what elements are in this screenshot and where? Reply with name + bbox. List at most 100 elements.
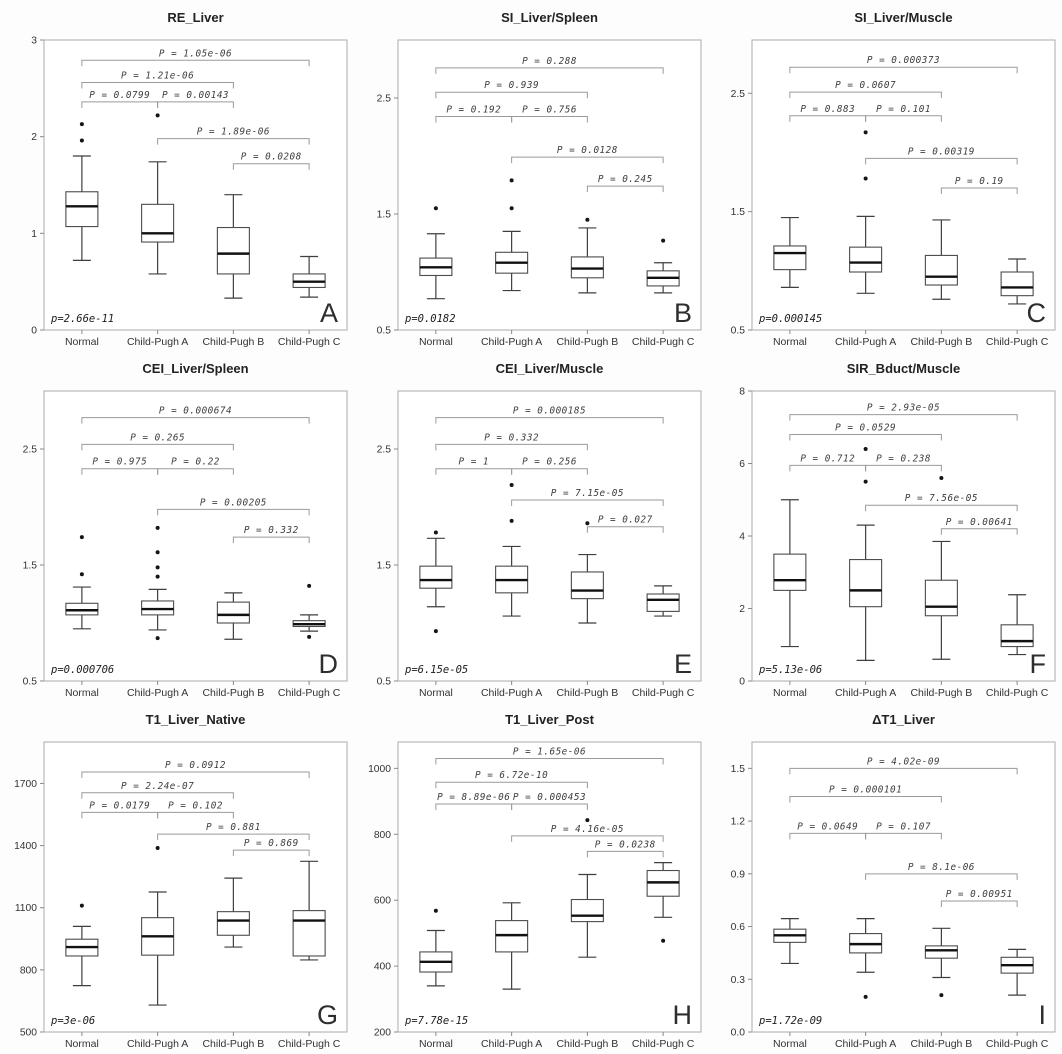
x-axis-category-label: Child-Pugh C — [278, 336, 341, 348]
plot-area-border — [751, 741, 1056, 1033]
significance-bracket-label: P = 0.288 — [522, 56, 577, 67]
x-axis-category-label: Child-Pugh C — [632, 336, 695, 348]
x-axis-category-label: Child-Pugh B — [910, 687, 972, 699]
significance-bracket-label: P = 4.16e-05 — [551, 824, 624, 835]
significance-bracket — [865, 873, 1018, 880]
iqr-box — [419, 565, 453, 589]
boxplot-child-pugh-a — [141, 525, 175, 641]
panel-I-svg: ΔT1_Liver 0.0 0.3 0.6 0.9 1.2 1.5 Normal Child-P… — [731, 712, 1056, 1050]
panel-F: SIR_Bduct/Muscle 0 2 4 6 8 Normal Child-Pugh A C… — [708, 351, 1062, 702]
x-axis-category-label: Normal — [773, 687, 807, 699]
significance-bracket — [435, 91, 588, 99]
significance-bracket — [586, 185, 664, 193]
boxplot-normal — [419, 530, 453, 634]
significance-bracket — [157, 468, 234, 475]
significance-bracket-label: P = 0.00951 — [946, 889, 1013, 900]
significance-bracket-label: P = 0.0238 — [595, 839, 656, 850]
y-axis-tick-label: 1400 — [14, 841, 37, 852]
x-axis-category-label: Child-Pugh B — [556, 1038, 618, 1050]
iqr-box — [1000, 271, 1034, 297]
y-axis-tick-label: 2.5 — [23, 445, 38, 456]
y-axis-tick-label: 1 — [31, 229, 37, 240]
significance-bracket-label: P = 0.756 — [522, 105, 577, 116]
iqr-box — [570, 898, 604, 923]
y-axis-tick-label: 0 — [739, 677, 745, 688]
panel-letter: D — [319, 649, 339, 679]
iqr-box — [292, 910, 326, 957]
boxplot-normal — [419, 206, 453, 300]
y-axis-tick-label: 4 — [739, 532, 745, 543]
significance-bracket — [81, 82, 234, 89]
boxplot-child-pugh-c — [646, 585, 680, 617]
y-axis-tick-label: 2.5 — [377, 94, 392, 105]
significance-bracket-label: P = 2.24e-07 — [121, 781, 194, 792]
y-axis-tick-label: 2.5 — [377, 445, 392, 456]
significance-bracket-label: P = 0.101 — [876, 104, 931, 115]
y-axis-tick-label: 1.5 — [731, 207, 746, 218]
significance-bracket-label: P = 0.000373 — [867, 55, 940, 66]
x-axis-category-label: Child-Pugh C — [278, 1038, 341, 1050]
boxplot-child-pugh-a — [849, 918, 883, 999]
x-axis-category-label: Child-Pugh C — [632, 687, 695, 699]
iqr-box — [924, 579, 958, 617]
iqr-box — [65, 191, 99, 228]
significance-bracket — [435, 781, 588, 789]
panel-E: CEI_Liver/Muscle 0.5 1.5 2.5 Normal Child-Pug… — [354, 351, 708, 702]
outlier-dot — [661, 238, 666, 243]
boxplot-child-pugh-b — [924, 476, 958, 660]
overall-p-label: p=7.78e-15 — [404, 1015, 468, 1027]
significance-bracket-label: P = 0.027 — [598, 515, 653, 526]
y-axis-tick-label: 0.5 — [377, 326, 392, 337]
boxplot-child-pugh-b — [216, 877, 250, 948]
outlier-dot — [155, 550, 160, 555]
panel-title: RE_Liver — [167, 10, 223, 25]
boxplot-child-pugh-c — [646, 238, 680, 294]
y-axis-tick-label: 600 — [374, 896, 391, 907]
significance-bracket — [157, 811, 234, 819]
x-axis-category-label: Child-Pugh B — [202, 336, 264, 348]
panel-H: T1_Liver_Post 200 400 600 800 1000 Normal Child… — [354, 702, 708, 1053]
y-axis-tick-label: 3 — [31, 36, 37, 47]
y-axis-tick-label: 500 — [20, 1028, 37, 1039]
outlier-dot — [509, 206, 514, 211]
outlier-dot — [863, 447, 868, 451]
panel-title: T1_Liver_Post — [505, 712, 595, 727]
panel-H-svg: T1_Liver_Post 200 400 600 800 1000 Normal Child… — [368, 712, 702, 1050]
boxplot-child-pugh-a — [495, 178, 529, 292]
x-axis-category-label: Child-Pugh A — [835, 336, 896, 348]
x-axis-category-label: Child-Pugh C — [278, 687, 341, 699]
significance-bracket — [511, 835, 664, 842]
y-axis-tick-label: 1.5 — [377, 561, 392, 572]
significance-bracket — [940, 900, 1018, 908]
significance-bracket — [865, 115, 942, 122]
panel-C-svg: SI_Liver/Muscle 0.5 1.5 2.5 Normal Child-Pugh… — [731, 10, 1056, 348]
significance-bracket-label: P = 6.72e-10 — [475, 770, 548, 781]
y-axis-tick-label: 0.6 — [731, 922, 746, 933]
significance-bracket-label: P = 0.265 — [130, 432, 185, 443]
significance-bracket — [511, 156, 664, 164]
y-axis-tick-label: 1700 — [14, 779, 37, 790]
boxplot-child-pugh-b — [216, 592, 250, 640]
significance-bracket-label: P = 0.0649 — [797, 821, 858, 832]
panel-letter: B — [674, 298, 692, 328]
iqr-box — [849, 246, 883, 273]
panel-B: SI_Liver/Spleen 0.5 1.5 2.5 Normal Child-Pugh… — [354, 0, 708, 351]
significance-bracket — [435, 443, 588, 451]
boxplot-child-pugh-b — [216, 194, 250, 299]
significance-bracket-label: P = 0.22 — [171, 457, 220, 468]
overall-p-label: p=0.000706 — [50, 664, 114, 676]
panel-A-svg: RE_Liver 0 1 2 3 Normal Child-Pugh A Child-Pugh… — [31, 10, 348, 348]
outlier-dot — [79, 122, 84, 127]
significance-bracket — [940, 187, 1018, 194]
iqr-box — [646, 593, 680, 612]
significance-bracket — [586, 850, 664, 858]
x-axis-category-label: Child-Pugh B — [556, 336, 618, 348]
significance-bracket — [586, 526, 664, 533]
significance-bracket — [232, 536, 310, 544]
plot-area-border — [397, 741, 702, 1033]
significance-bracket-label: P = 8.1e-06 — [908, 862, 975, 873]
significance-bracket-label: P = 0.00641 — [946, 517, 1013, 528]
significance-bracket — [865, 832, 942, 840]
outlier-dot — [585, 521, 590, 526]
boxplot-normal — [773, 216, 807, 288]
